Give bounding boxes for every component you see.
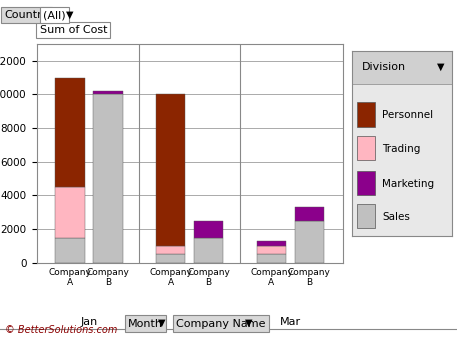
Text: Marketing: Marketing — [382, 179, 434, 189]
Bar — [194, 221, 223, 238]
Text: Sum of Cost: Sum of Cost — [40, 25, 107, 35]
Text: Mar: Mar — [280, 317, 301, 327]
Text: © BetterSolutions.com: © BetterSolutions.com — [5, 325, 117, 335]
Bar — [294, 207, 324, 221]
Bar — [257, 241, 286, 246]
Bar — [194, 238, 223, 263]
Text: ▼: ▼ — [66, 9, 74, 20]
Text: (All): (All) — [43, 10, 66, 20]
FancyBboxPatch shape — [352, 51, 452, 84]
Bar — [93, 91, 122, 94]
Text: Personnel: Personnel — [382, 111, 433, 120]
Text: ▼: ▼ — [158, 318, 165, 328]
Text: Month: Month — [128, 318, 163, 329]
Bar — [357, 171, 375, 195]
Text: Country: Country — [5, 10, 49, 20]
Text: Division: Division — [362, 62, 406, 72]
Bar — [156, 254, 186, 263]
Text: Sales: Sales — [382, 212, 410, 222]
Text: Feb: Feb — [180, 317, 199, 327]
Bar — [156, 246, 186, 254]
Text: ▼: ▼ — [436, 62, 444, 72]
Bar — [55, 238, 85, 263]
Bar — [257, 254, 286, 263]
Text: Trading: Trading — [382, 144, 420, 154]
Bar — [294, 221, 324, 263]
Bar — [257, 246, 286, 254]
Bar — [357, 136, 375, 160]
Bar — [93, 94, 122, 263]
Bar — [357, 204, 375, 228]
Text: Jan: Jan — [80, 317, 98, 327]
Bar — [156, 94, 186, 246]
Bar — [55, 78, 85, 187]
Text: Company Name: Company Name — [176, 318, 266, 329]
Bar — [357, 102, 375, 126]
Bar — [55, 187, 85, 238]
Text: ▼: ▼ — [244, 318, 252, 328]
